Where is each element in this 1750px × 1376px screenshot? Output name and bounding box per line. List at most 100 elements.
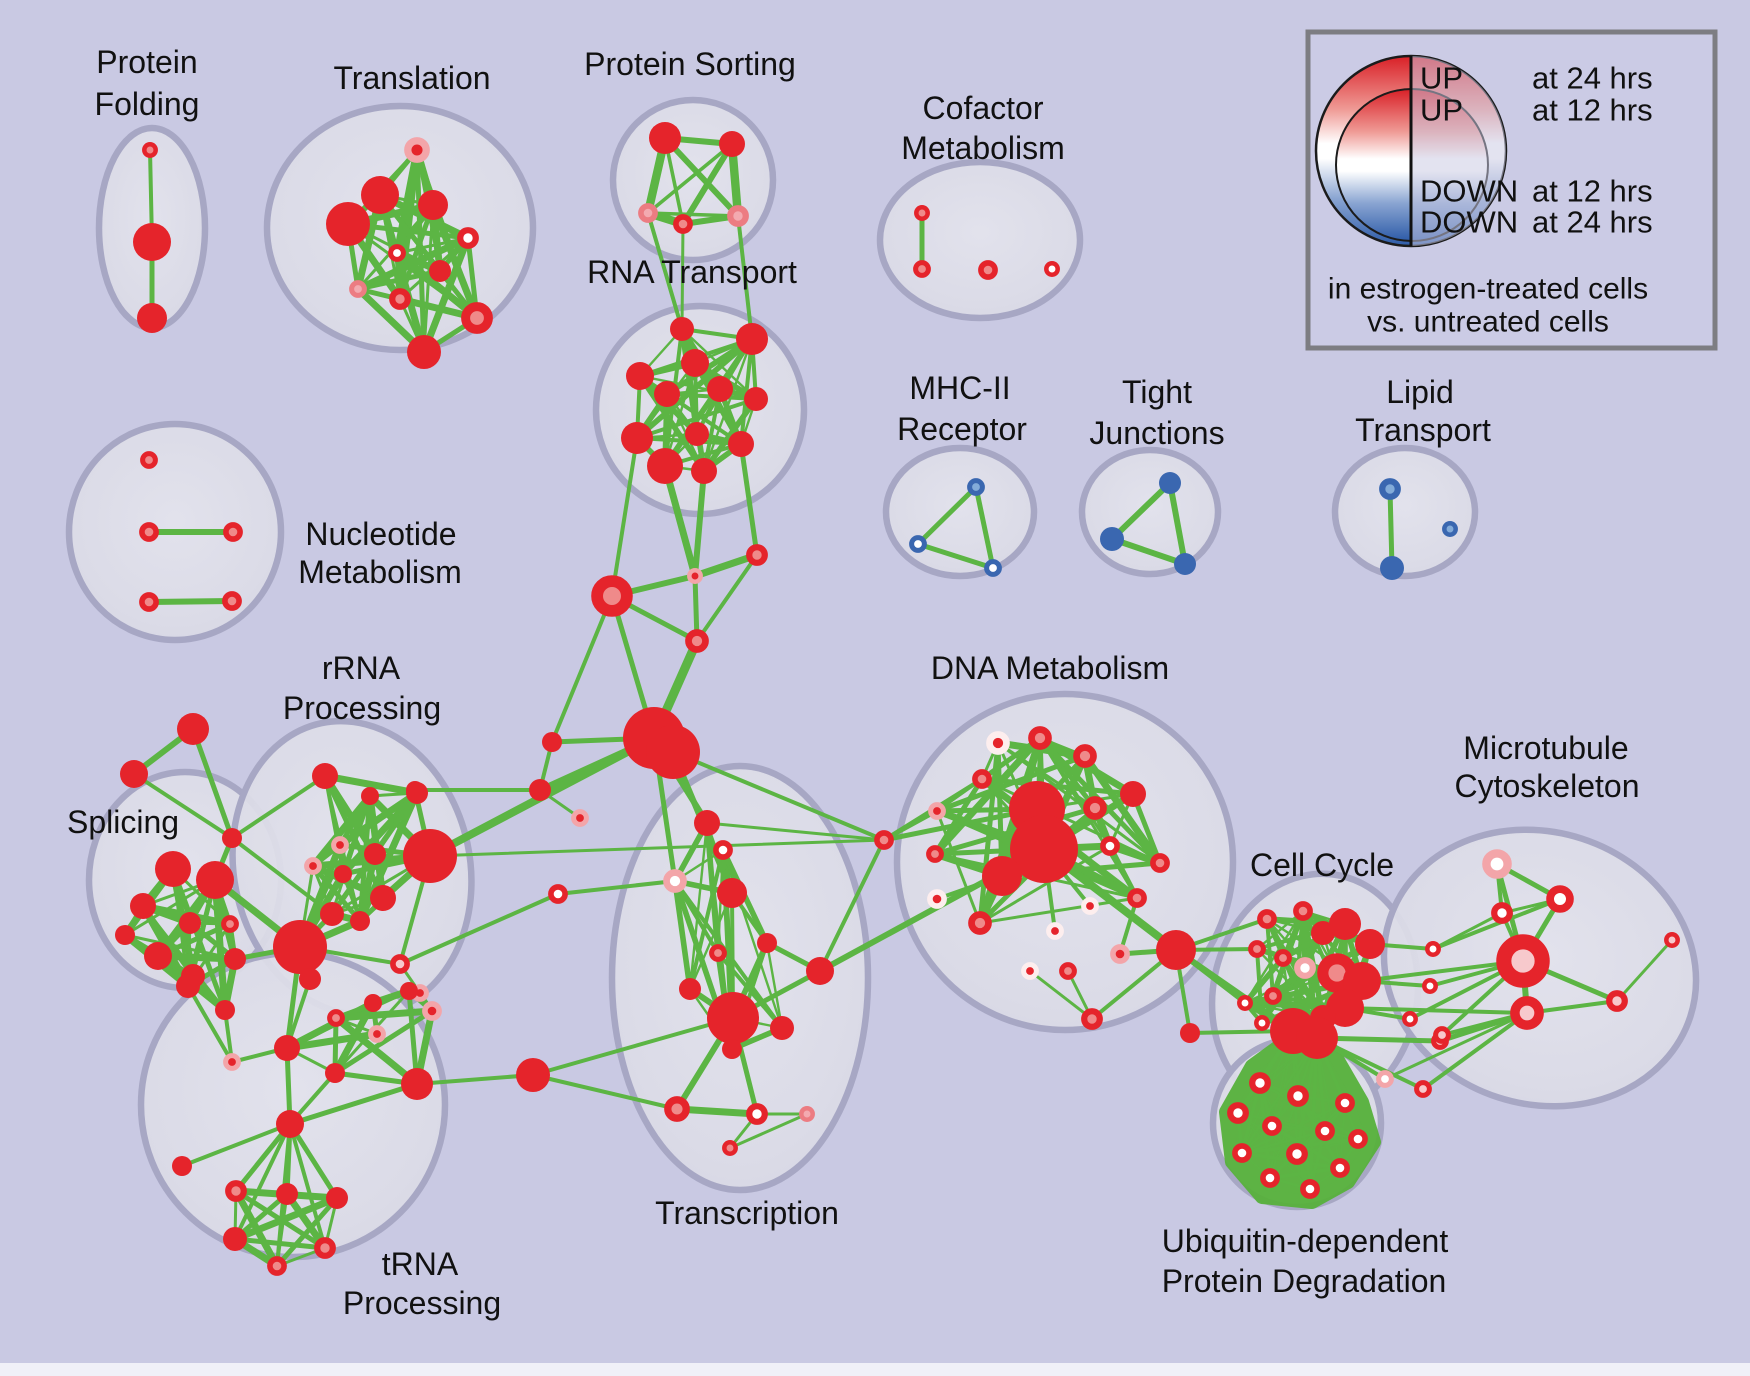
network-node[interactable]: [223, 522, 243, 542]
network-node[interactable]: [1442, 521, 1458, 537]
network-node[interactable]: [679, 978, 701, 1000]
network-node[interactable]: [986, 731, 1010, 755]
network-node[interactable]: [406, 782, 428, 804]
network-node[interactable]: [172, 1156, 192, 1176]
network-node[interactable]: [1059, 962, 1077, 980]
network-node[interactable]: [349, 280, 367, 298]
network-node[interactable]: [1249, 1072, 1271, 1094]
network-node[interactable]: [548, 884, 568, 904]
network-node[interactable]: [638, 203, 658, 223]
network-node[interactable]: [403, 829, 457, 883]
network-node[interactable]: [1376, 1070, 1394, 1088]
network-node[interactable]: [274, 1035, 300, 1061]
network-node[interactable]: [273, 920, 327, 974]
network-node[interactable]: [707, 376, 733, 402]
network-node[interactable]: [364, 994, 382, 1012]
network-node[interactable]: [139, 592, 159, 612]
network-node[interactable]: [1482, 849, 1512, 879]
network-node[interactable]: [177, 713, 209, 745]
network-node[interactable]: [1127, 888, 1147, 908]
network-node[interactable]: [1110, 944, 1130, 964]
network-node[interactable]: [663, 869, 687, 893]
network-node[interactable]: [221, 915, 239, 933]
network-node[interactable]: [673, 214, 693, 234]
network-node[interactable]: [390, 954, 410, 974]
network-node[interactable]: [155, 851, 191, 887]
network-node[interactable]: [1100, 527, 1124, 551]
network-node[interactable]: [972, 769, 992, 789]
network-node[interactable]: [1355, 929, 1385, 959]
network-node[interactable]: [1606, 990, 1628, 1012]
network-node[interactable]: [670, 317, 694, 341]
network-node[interactable]: [224, 948, 246, 970]
network-node[interactable]: [746, 544, 768, 566]
network-node[interactable]: [429, 260, 451, 282]
network-node[interactable]: [913, 260, 931, 278]
network-node[interactable]: [1174, 553, 1196, 575]
network-node[interactable]: [142, 142, 158, 158]
network-node[interactable]: [1083, 796, 1107, 820]
network-node[interactable]: [1343, 962, 1381, 1000]
network-node[interactable]: [1315, 1121, 1335, 1141]
network-node[interactable]: [1433, 1026, 1451, 1044]
network-node[interactable]: [1254, 1015, 1270, 1031]
network-node[interactable]: [276, 1183, 298, 1205]
network-node[interactable]: [223, 1227, 247, 1251]
network-node[interactable]: [388, 244, 406, 262]
network-node[interactable]: [1081, 1008, 1103, 1030]
network-node[interactable]: [1274, 949, 1292, 967]
network-node[interactable]: [176, 974, 200, 998]
network-node[interactable]: [137, 303, 167, 333]
network-node[interactable]: [799, 1106, 815, 1122]
network-node[interactable]: [1081, 897, 1099, 915]
network-node[interactable]: [707, 992, 759, 1044]
network-node[interactable]: [1491, 902, 1513, 924]
network-node[interactable]: [744, 387, 768, 411]
network-node[interactable]: [331, 836, 349, 854]
network-node[interactable]: [1402, 1011, 1418, 1027]
network-node[interactable]: [681, 349, 709, 377]
network-node[interactable]: [1286, 1143, 1308, 1165]
network-node[interactable]: [1300, 1179, 1320, 1199]
network-node[interactable]: [685, 629, 709, 653]
network-node[interactable]: [694, 810, 720, 836]
network-node[interactable]: [1260, 1168, 1280, 1188]
network-node[interactable]: [1227, 1102, 1249, 1124]
network-node[interactable]: [1422, 978, 1438, 994]
network-node[interactable]: [1664, 932, 1680, 948]
network-node[interactable]: [685, 422, 709, 446]
network-node[interactable]: [1262, 1116, 1282, 1136]
network-node[interactable]: [646, 725, 700, 779]
network-node[interactable]: [418, 190, 448, 220]
network-node[interactable]: [909, 535, 927, 553]
network-node[interactable]: [984, 559, 1002, 577]
network-node[interactable]: [1287, 1085, 1309, 1107]
network-node[interactable]: [1510, 996, 1544, 1030]
network-node[interactable]: [1264, 987, 1282, 1005]
network-node[interactable]: [389, 288, 411, 310]
network-node[interactable]: [722, 1140, 738, 1156]
network-node[interactable]: [1073, 744, 1097, 768]
network-node[interactable]: [400, 982, 418, 1000]
network-node[interactable]: [407, 335, 441, 369]
network-node[interactable]: [139, 522, 159, 542]
network-node[interactable]: [664, 1096, 690, 1122]
network-node[interactable]: [1296, 1017, 1338, 1059]
network-node[interactable]: [304, 857, 322, 875]
network-node[interactable]: [709, 944, 727, 962]
network-node[interactable]: [325, 1063, 345, 1083]
network-node[interactable]: [1330, 1158, 1350, 1178]
network-node[interactable]: [299, 968, 321, 990]
network-node[interactable]: [422, 1001, 442, 1021]
network-node[interactable]: [267, 1256, 287, 1276]
network-node[interactable]: [1180, 1023, 1200, 1043]
network-node[interactable]: [542, 732, 562, 752]
network-node[interactable]: [713, 840, 733, 860]
network-node[interactable]: [571, 809, 589, 827]
network-node[interactable]: [1159, 472, 1181, 494]
network-node[interactable]: [370, 885, 396, 911]
network-node[interactable]: [691, 458, 717, 484]
network-node[interactable]: [717, 878, 747, 908]
network-node[interactable]: [1010, 815, 1078, 883]
network-node[interactable]: [1100, 836, 1120, 856]
